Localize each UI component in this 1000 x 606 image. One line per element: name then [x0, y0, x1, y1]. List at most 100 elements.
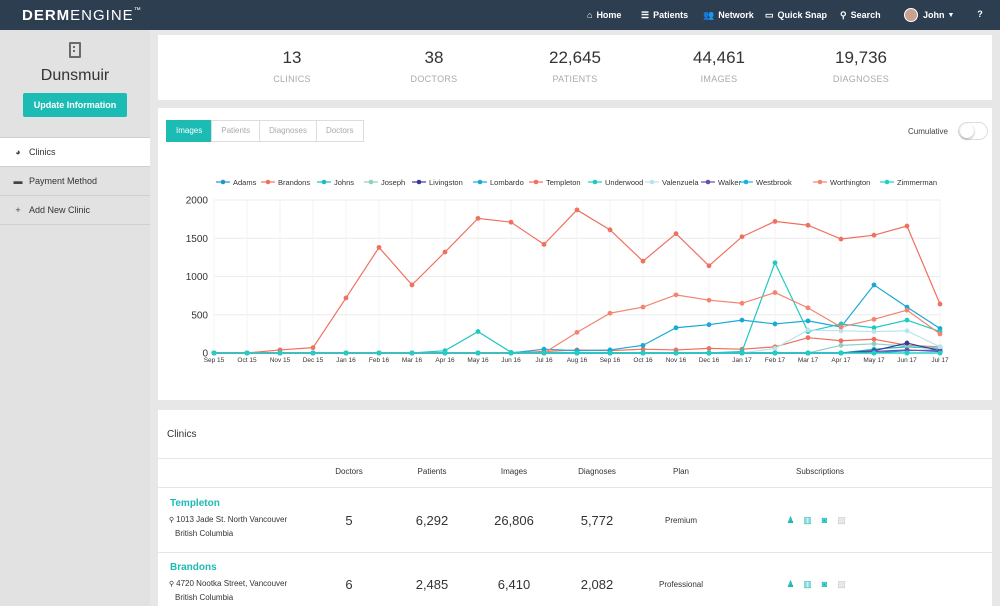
x-tick-label: Sep 16: [600, 357, 621, 364]
x-tick-label: Sep 15: [204, 357, 225, 364]
header-subscriptions: Subscriptions: [795, 467, 845, 476]
legend-label-zimmerman: Zimmerman: [897, 178, 937, 187]
sidebar-item-clinics[interactable]: ◕ Clinics: [0, 137, 150, 166]
legend-label-brandons: Brandons: [278, 178, 310, 187]
cell-patients: 2,485: [415, 577, 449, 592]
legend-marker-johns: [321, 179, 327, 185]
data-point-worthington: [772, 290, 778, 295]
x-tick-label: Mar 16: [402, 357, 423, 364]
legend-label-valenzuela: Valenzuela: [662, 178, 699, 187]
legend-label-adams: Adams: [233, 178, 257, 187]
clinic-name-link[interactable]: Templeton: [170, 498, 220, 509]
camera-icon[interactable]: ◙: [821, 579, 828, 589]
clinic-address: ⚲ 1013 Jade St. North Vancouver British C…: [169, 513, 287, 540]
stat-value: 38: [424, 48, 444, 67]
data-point-templeton: [640, 258, 646, 264]
map-marker-icon: ⚲: [169, 517, 175, 524]
x-tick-label: Jun 17: [897, 357, 917, 364]
x-tick-label: Aug 16: [567, 357, 588, 364]
nav-patients[interactable]: ☰ Patients: [641, 0, 688, 30]
nav-home[interactable]: ⌂ Home: [587, 0, 621, 30]
data-point-templeton: [442, 249, 448, 255]
data-point-templeton: [673, 231, 679, 237]
cumulative-toggle[interactable]: [958, 122, 988, 140]
data-point-templeton: [574, 207, 580, 213]
tab-diagnoses[interactable]: Diagnoses: [259, 120, 317, 142]
sidebar-header: Dunsmuir Update Information: [0, 30, 150, 137]
clinic-name: Dunsmuir: [40, 67, 110, 84]
x-tick-label: Oct 15: [237, 357, 257, 364]
data-point-brandons: [838, 338, 844, 344]
update-information-button[interactable]: Update Information: [22, 93, 128, 117]
stat-clinics: 13 CLINICS: [222, 48, 362, 84]
data-point-templeton: [871, 232, 877, 238]
data-point-valenzuela: [937, 344, 943, 350]
image-icon[interactable]: ▨: [837, 579, 846, 589]
nav-network[interactable]: 👥 Network: [703, 0, 754, 30]
sidebar-divider: [0, 224, 150, 225]
sidebar-item-payment-method[interactable]: ▬ Payment Method: [0, 166, 150, 195]
x-tick-label: Nov 15: [270, 357, 291, 364]
x-tick-label: Jun 16: [501, 357, 521, 364]
divider: [158, 458, 992, 459]
data-point-valenzuela: [772, 346, 778, 351]
data-point-templeton: [739, 234, 745, 240]
stat-label: CLINICS: [273, 74, 311, 84]
data-point-zimmerman: [244, 350, 250, 356]
tab-patients[interactable]: Patients: [211, 120, 261, 142]
data-point-zimmerman: [310, 350, 316, 356]
clinic-name-link[interactable]: Brandons: [170, 562, 217, 573]
y-tick-label: 2000: [186, 196, 209, 207]
x-tick-label: Jan 17: [732, 357, 752, 364]
users-icon: 👥: [703, 9, 715, 20]
help-icon[interactable]: ?: [977, 9, 983, 19]
legend-marker-westbrook: [743, 179, 749, 185]
stat-diagnoses: 19,736 DIAGNOSES: [791, 48, 931, 84]
y-tick-label: 500: [191, 310, 208, 321]
legend-marker-underwood: [592, 179, 598, 185]
data-point-lombardo: [673, 325, 679, 331]
image-icon[interactable]: ▨: [837, 515, 846, 525]
data-point-zimmerman: [277, 350, 283, 356]
header-doctors: Doctors: [335, 467, 363, 476]
nav-network-label: Network: [718, 10, 754, 20]
data-point-zimmerman: [838, 350, 844, 356]
bar-chart-icon[interactable]: ▥: [803, 515, 812, 525]
nav-quick-snap[interactable]: ▭ Quick Snap: [765, 0, 827, 30]
data-point-underwood: [904, 317, 910, 323]
data-point-underwood: [772, 260, 778, 266]
clinic-address: ⚲ 4720 Nootka Street, Vancouver British C…: [169, 577, 287, 604]
stat-doctors: 38 DOCTORS: [364, 48, 504, 84]
stat-value: 22,645: [549, 48, 601, 67]
caret-down-icon: ▼: [947, 11, 955, 19]
tab-images[interactable]: Images: [166, 120, 213, 142]
tab-doctors[interactable]: Doctors: [315, 120, 364, 142]
bar-chart-icon[interactable]: ▥: [803, 579, 812, 589]
camera-icon[interactable]: ◙: [821, 515, 828, 525]
sidebar: Dunsmuir Update Information ◕ Clinics ▬ …: [0, 30, 150, 606]
avatar: [904, 8, 918, 22]
data-point-zimmerman: [739, 350, 745, 356]
nav-search[interactable]: ⚲ Search: [840, 0, 881, 30]
legend-label-worthington: Worthington: [830, 178, 870, 187]
legend-label-joseph: Joseph: [381, 178, 405, 187]
brand-logo[interactable]: DERMENGINE™: [22, 7, 142, 24]
plus-icon: +: [15, 205, 21, 215]
stat-value: 19,736: [835, 48, 887, 67]
user-menu[interactable]: John ▼: [904, 0, 954, 30]
person-icon[interactable]: ♟: [786, 515, 795, 525]
toggle-knob: [960, 124, 974, 138]
person-icon[interactable]: ♟: [786, 579, 795, 589]
brand-part-2: ENGINE: [70, 7, 134, 24]
data-point-worthington: [937, 331, 943, 337]
summary-stats: 13 CLINICS 38 DOCTORS 22,645 PATIENTS 44,46…: [158, 35, 992, 100]
x-tick-label: Jan 16: [336, 357, 356, 364]
sidebar-item-add-new-clinic[interactable]: + Add New Clinic: [0, 195, 150, 224]
data-point-brandons: [640, 346, 646, 352]
nav-search-label: Search: [850, 10, 881, 20]
data-point-zimmerman: [937, 350, 943, 356]
subscription-icons: ♟ ▥ ◙ ▨: [785, 515, 847, 525]
data-point-zimmerman: [904, 350, 910, 356]
data-point-valenzuela: [805, 327, 811, 333]
data-point-worthington: [574, 329, 580, 335]
